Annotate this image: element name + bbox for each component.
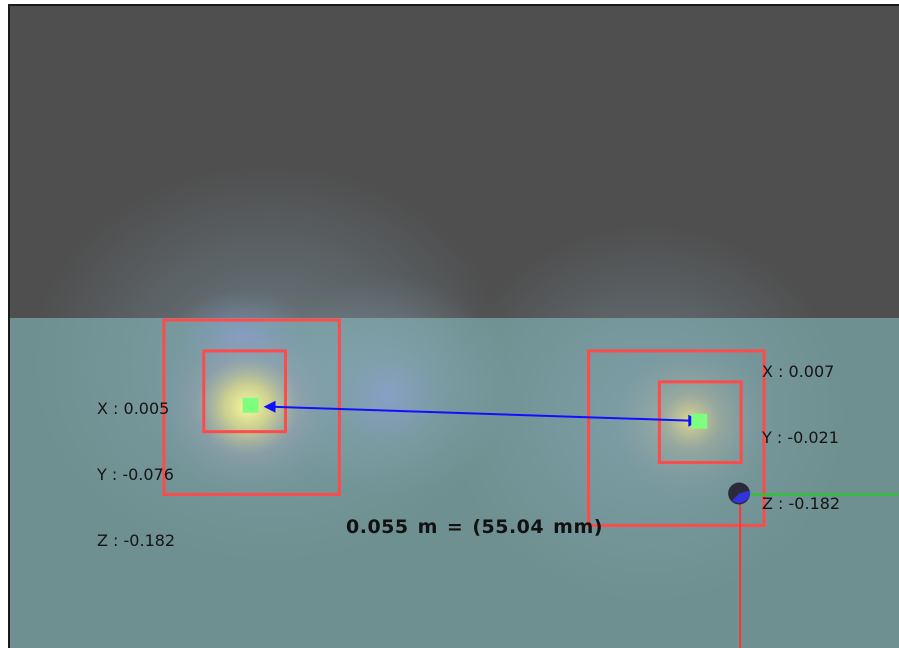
right-y-value: Y : -0.021	[762, 428, 839, 447]
3d-viewport[interactable]: X : 0.005 Y : -0.076 Z : -0.182 X : 0.00…	[8, 4, 899, 648]
left-coordinate-label: X : 0.005 Y : -0.076 Z : -0.182	[97, 354, 175, 596]
distance-readout: 0.055 m = (55.04 mm)	[346, 516, 612, 538]
right-outer-selection-box[interactable]	[587, 349, 766, 527]
left-z-value: Z : -0.182	[97, 531, 176, 550]
distance-millimeters: (55.04	[472, 516, 545, 538]
right-point-marker[interactable]	[691, 413, 708, 429]
left-y-value: Y : -0.076	[97, 465, 174, 484]
left-inner-selection-box[interactable]	[202, 349, 288, 434]
left-outer-selection-box[interactable]	[162, 318, 341, 496]
right-inner-selection-box[interactable]	[657, 380, 743, 465]
distance-mm-unit: mm)	[553, 516, 603, 538]
right-coordinate-label: X : 0.007 Y : -0.021 Z : -0.182	[762, 317, 840, 559]
distance-equals: =	[446, 516, 464, 538]
left-x-value: X : 0.005	[97, 399, 170, 418]
distance-meter-unit: m	[417, 516, 438, 538]
heatmap-overlay	[30, 165, 899, 648]
right-x-value: X : 0.007	[762, 362, 835, 381]
origin-gizmo[interactable]	[728, 482, 751, 505]
right-z-value: Z : -0.182	[762, 494, 841, 513]
left-point-marker[interactable]	[242, 397, 259, 413]
distance-meters: 0.055	[346, 516, 409, 538]
